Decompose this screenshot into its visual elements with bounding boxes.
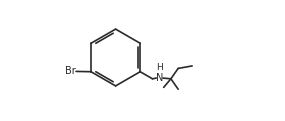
Text: N: N xyxy=(156,73,163,83)
Text: Br: Br xyxy=(65,66,76,76)
Text: H: H xyxy=(156,63,163,72)
